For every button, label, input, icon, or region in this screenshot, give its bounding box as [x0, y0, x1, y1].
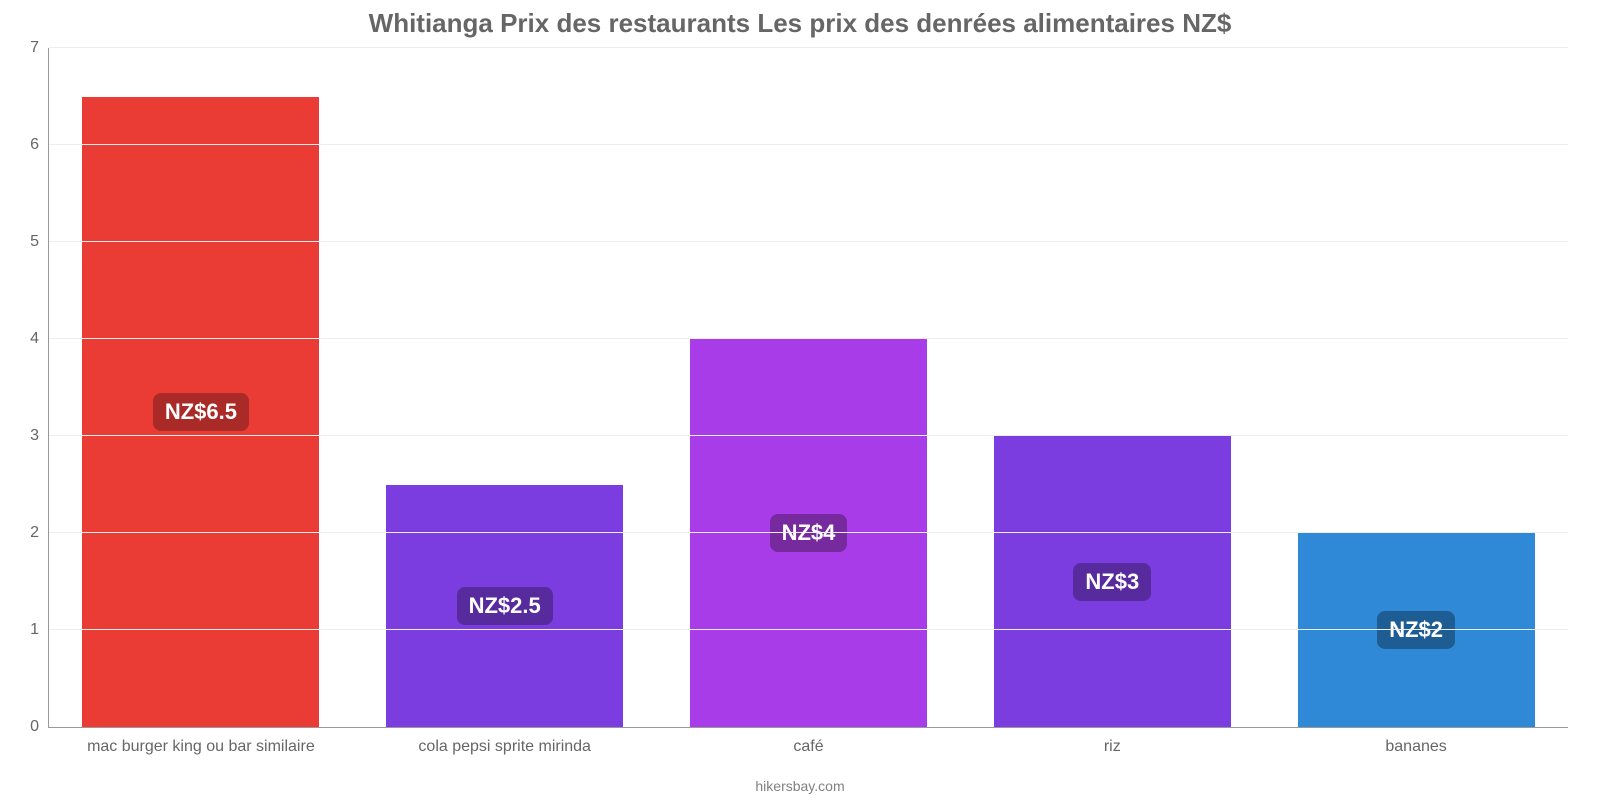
ytick-label: 0 [30, 718, 49, 736]
xtick-label: riz [968, 727, 1257, 756]
bars-group: NZ$6.5mac burger king ou bar similaireNZ… [49, 48, 1568, 727]
bar-value-label: NZ$4 [770, 514, 848, 552]
chart-container: Whitianga Prix des restaurants Les prix … [0, 0, 1600, 800]
ytick-label: 5 [30, 233, 49, 251]
bar: NZ$4 [690, 339, 927, 727]
gridline [49, 435, 1568, 436]
bar: NZ$3 [994, 436, 1231, 727]
xtick-label: bananes [1272, 727, 1561, 756]
plot-area: NZ$6.5mac burger king ou bar similaireNZ… [48, 48, 1568, 728]
bar-slot: NZ$6.5mac burger king ou bar similaire [49, 48, 353, 727]
xtick-label: cola pepsi sprite mirinda [360, 727, 649, 756]
bar-value-label: NZ$2.5 [457, 587, 553, 625]
ytick-label: 3 [30, 427, 49, 445]
gridline [49, 47, 1568, 48]
chart-title: Whitianga Prix des restaurants Les prix … [0, 8, 1600, 39]
gridline [49, 338, 1568, 339]
bar-slot: NZ$2.5cola pepsi sprite mirinda [353, 48, 657, 727]
gridline [49, 532, 1568, 533]
ytick-label: 6 [30, 136, 49, 154]
bar-slot: NZ$3riz [960, 48, 1264, 727]
bar-value-label: NZ$3 [1073, 563, 1151, 601]
gridline [49, 629, 1568, 630]
bar-slot: NZ$4café [657, 48, 961, 727]
bar: NZ$6.5 [82, 97, 319, 727]
gridline [49, 144, 1568, 145]
source-attribution: hikersbay.com [0, 778, 1600, 794]
bar-value-label: NZ$6.5 [153, 393, 249, 431]
bar: NZ$2.5 [386, 485, 623, 728]
xtick-label: mac burger king ou bar similaire [57, 727, 346, 756]
bar-slot: NZ$2bananes [1264, 48, 1568, 727]
gridline [49, 241, 1568, 242]
xtick-label: café [664, 727, 953, 756]
ytick-label: 4 [30, 330, 49, 348]
bar-value-label: NZ$2 [1377, 611, 1455, 649]
bar: NZ$2 [1298, 533, 1535, 727]
ytick-label: 2 [30, 524, 49, 542]
ytick-label: 7 [30, 39, 49, 57]
ytick-label: 1 [30, 621, 49, 639]
